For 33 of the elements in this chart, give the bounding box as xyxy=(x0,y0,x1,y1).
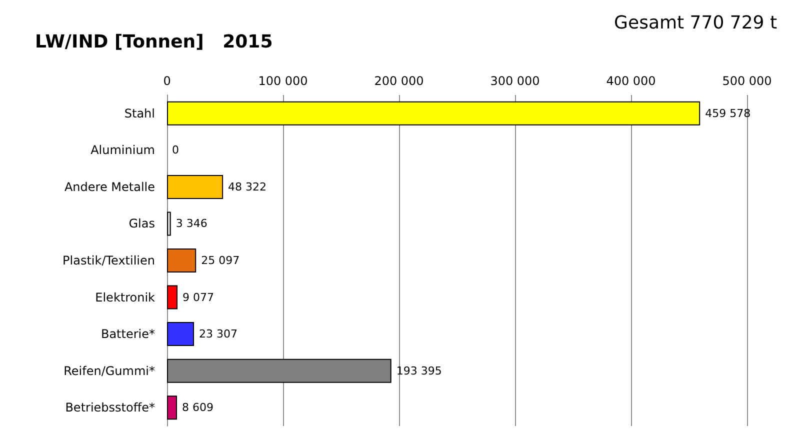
data-label: 8 609 xyxy=(182,401,214,414)
data-label: 0 xyxy=(172,144,179,157)
x-tick-label: 500 000 xyxy=(722,74,772,88)
bar xyxy=(167,396,177,420)
bar xyxy=(167,174,224,199)
y-tick-label: Elektronik xyxy=(95,290,156,304)
bar xyxy=(167,285,178,310)
y-tick-label: Aluminium xyxy=(90,143,155,158)
bar xyxy=(167,212,171,236)
data-label: 48 322 xyxy=(228,180,267,194)
bar xyxy=(167,322,194,346)
y-tick-label: Stahl xyxy=(124,106,155,120)
y-tick-label: Batterie* xyxy=(100,327,155,342)
data-label: 23 307 xyxy=(199,328,238,341)
data-label: 25 097 xyxy=(201,254,240,267)
y-tick-label: Betriebsstoffe* xyxy=(65,400,155,415)
bar xyxy=(167,248,196,272)
bar xyxy=(167,101,700,126)
text: Gesamt 770 729 t xyxy=(614,12,778,34)
data-label: 193 395 xyxy=(396,364,442,378)
chart-title: LW/IND [Tonnen] 2015 xyxy=(35,32,273,52)
x-tick-label: 100 000 xyxy=(258,74,308,88)
x-tick-label: 0 xyxy=(163,74,171,88)
data-label: 3 346 xyxy=(176,217,208,230)
data-label: 9 077 xyxy=(182,290,214,304)
data-label: 459 578 xyxy=(705,106,751,120)
y-tick-label: Andere Metalle xyxy=(64,180,155,194)
y-tick-label: Plastik/Textilien xyxy=(62,254,155,268)
y-tick-label: Glas xyxy=(128,216,155,231)
x-tick-label: 300 000 xyxy=(490,74,540,88)
y-tick-label: Reifen/Gummi* xyxy=(64,364,155,378)
x-tick-label: 200 000 xyxy=(374,74,424,88)
x-tick-label: 400 000 xyxy=(606,74,656,88)
